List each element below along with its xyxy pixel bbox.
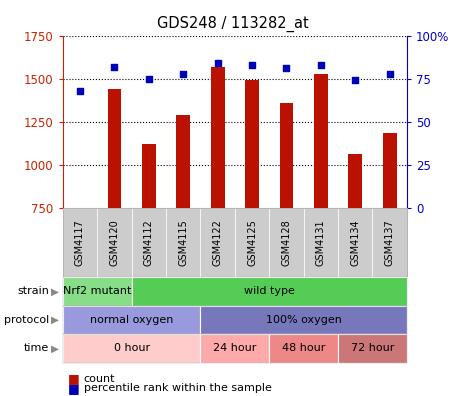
Text: ▶: ▶ — [51, 315, 59, 325]
Text: GSM4117: GSM4117 — [75, 219, 85, 266]
Point — [283, 65, 290, 72]
Text: ■: ■ — [67, 382, 79, 395]
Text: ▶: ▶ — [51, 343, 59, 354]
Bar — [176, 115, 190, 208]
Text: 48 hour: 48 hour — [282, 343, 326, 354]
Point — [352, 77, 359, 84]
Bar — [348, 154, 362, 208]
Text: percentile rank within the sample: percentile rank within the sample — [84, 383, 272, 394]
Bar — [107, 89, 121, 208]
Text: 24 hour: 24 hour — [213, 343, 257, 354]
Text: 72 hour: 72 hour — [351, 343, 394, 354]
Text: normal oxygen: normal oxygen — [90, 315, 173, 325]
Text: GSM4120: GSM4120 — [109, 219, 120, 266]
Text: GSM4131: GSM4131 — [316, 219, 326, 266]
Text: protocol: protocol — [4, 315, 49, 325]
Text: GSM4134: GSM4134 — [350, 219, 360, 266]
Text: ■: ■ — [67, 372, 79, 385]
Bar — [279, 103, 293, 208]
Bar — [314, 74, 328, 208]
Point — [145, 76, 153, 82]
Text: GSM4137: GSM4137 — [385, 219, 395, 266]
Text: wild type: wild type — [244, 286, 295, 297]
Text: count: count — [84, 373, 115, 384]
Text: GDS248 / 113282_at: GDS248 / 113282_at — [157, 16, 308, 32]
Text: GSM4115: GSM4115 — [178, 219, 188, 266]
Point — [317, 62, 325, 68]
Text: GSM4112: GSM4112 — [144, 219, 154, 266]
Text: GSM4125: GSM4125 — [247, 219, 257, 266]
Bar — [383, 133, 397, 208]
Bar — [245, 80, 259, 208]
Point — [179, 70, 187, 77]
Text: time: time — [24, 343, 49, 354]
Point — [214, 60, 221, 67]
Point — [386, 70, 393, 77]
Text: GSM4128: GSM4128 — [281, 219, 292, 266]
Point — [248, 62, 256, 68]
Text: strain: strain — [17, 286, 49, 297]
Text: Nrf2 mutant: Nrf2 mutant — [63, 286, 132, 297]
Bar — [142, 144, 156, 208]
Bar — [211, 67, 225, 208]
Text: ▶: ▶ — [51, 286, 59, 297]
Point — [111, 63, 118, 70]
Text: GSM4122: GSM4122 — [213, 219, 223, 266]
Text: 100% oxygen: 100% oxygen — [266, 315, 342, 325]
Point — [76, 88, 84, 94]
Text: 0 hour: 0 hour — [113, 343, 150, 354]
